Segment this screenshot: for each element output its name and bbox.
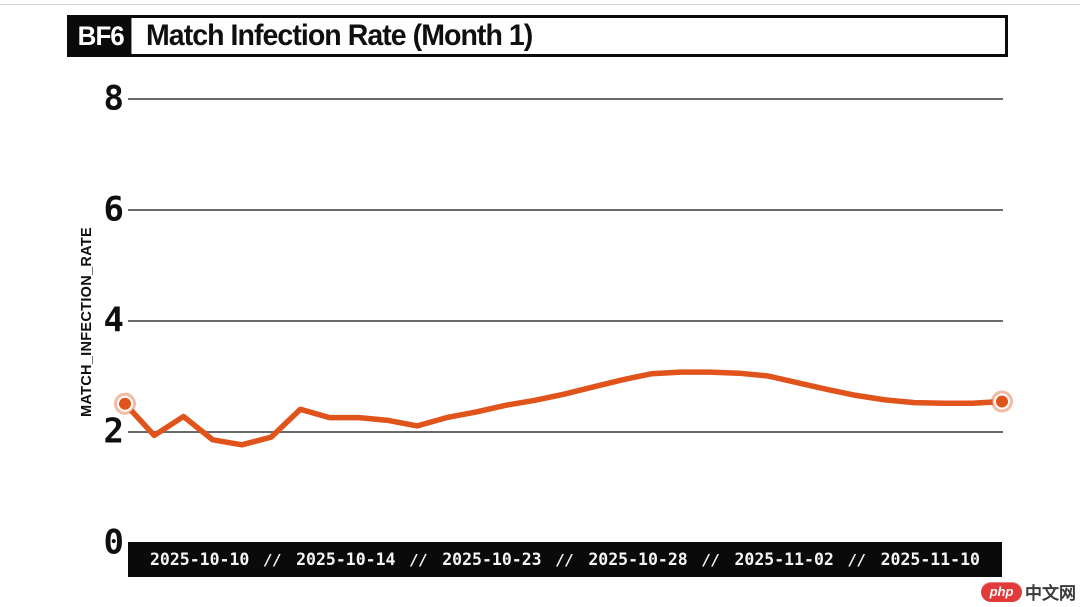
y-tick-label-4: 4: [103, 299, 124, 340]
data-point-marker: [119, 397, 131, 410]
watermark-site-name: 中文网: [1025, 584, 1076, 604]
x-tick-label: 2025-11-02: [734, 550, 834, 569]
gridline-y-6: [128, 208, 1003, 211]
x-axis-date-bar: 2025-10-10 // 2025-10-14 // 2025-10-23 // 2025…: [128, 542, 1002, 577]
infection-rate-line: [122, 369, 1005, 448]
y-tick-label-6: 6: [103, 188, 124, 229]
page-top-hairline: [0, 4, 1080, 5]
php-logo-icon: php: [981, 581, 1022, 602]
gridline-y-2: [128, 430, 1003, 433]
x-tick-separator: //: [263, 550, 282, 569]
y-tick-label-2: 2: [103, 410, 124, 451]
data-point-marker-ring: [991, 390, 1013, 413]
y-tick-label-0: 0: [103, 521, 124, 562]
chart-title: Match Infection Rate (Month 1): [146, 19, 533, 52]
gridline-y-8: [128, 97, 1003, 100]
data-point-marker: [996, 395, 1008, 408]
x-tick-separator: //: [555, 550, 575, 569]
x-tick-separator: //: [409, 550, 428, 569]
x-tick-label: 2025-10-28: [588, 550, 688, 569]
gridline-y-4: [128, 319, 1003, 322]
x-tick-separator: //: [848, 550, 867, 569]
watermark: php 中文网: [981, 579, 1076, 604]
x-tick-label: 2025-10-10: [150, 550, 250, 569]
x-tick-label: 2025-10-23: [442, 550, 542, 569]
x-tick-label: 2025-11-10: [880, 550, 980, 569]
x-tick-label: 2025-10-14: [296, 550, 396, 569]
y-tick-label-8: 8: [103, 77, 124, 118]
bf6-badge: BF6: [70, 18, 132, 54]
x-tick-separator: //: [702, 550, 721, 569]
chart-title-bar: BF6 Match Infection Rate (Month 1): [67, 15, 1008, 57]
